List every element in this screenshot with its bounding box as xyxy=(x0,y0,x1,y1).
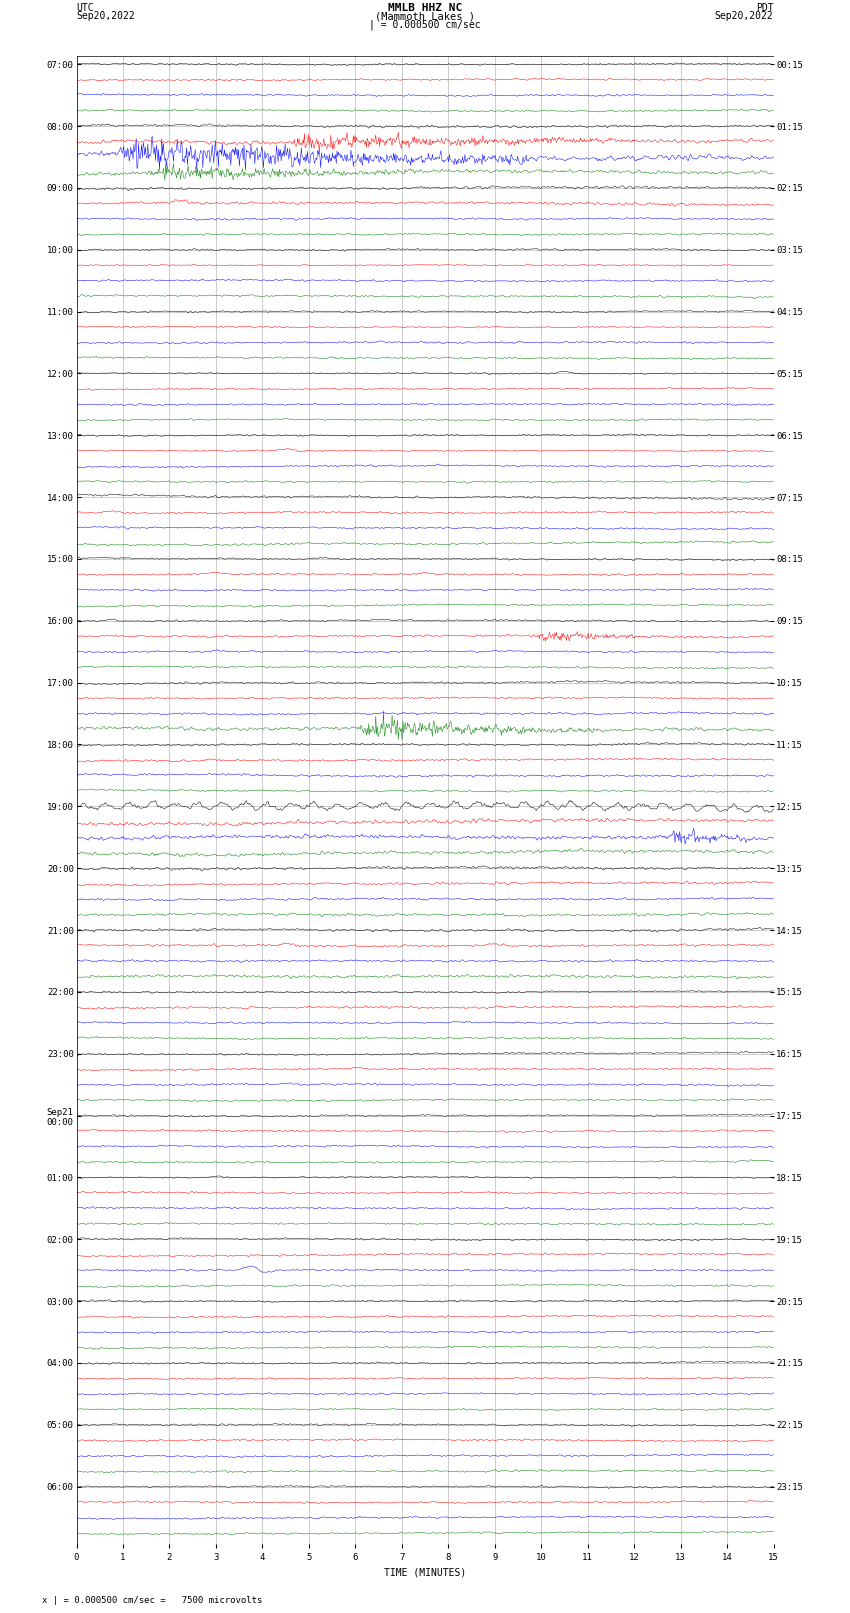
X-axis label: TIME (MINUTES): TIME (MINUTES) xyxy=(384,1568,466,1578)
Text: Sep20,2022: Sep20,2022 xyxy=(715,11,774,21)
Text: Sep20,2022: Sep20,2022 xyxy=(76,11,135,21)
Text: | = 0.000500 cm/sec: | = 0.000500 cm/sec xyxy=(369,19,481,31)
Text: x | = 0.000500 cm/sec =   7500 microvolts: x | = 0.000500 cm/sec = 7500 microvolts xyxy=(42,1595,263,1605)
Text: UTC: UTC xyxy=(76,3,94,13)
Text: (Mammoth Lakes ): (Mammoth Lakes ) xyxy=(375,11,475,21)
Text: PDT: PDT xyxy=(756,3,774,13)
Text: MMLB HHZ NC: MMLB HHZ NC xyxy=(388,3,462,13)
